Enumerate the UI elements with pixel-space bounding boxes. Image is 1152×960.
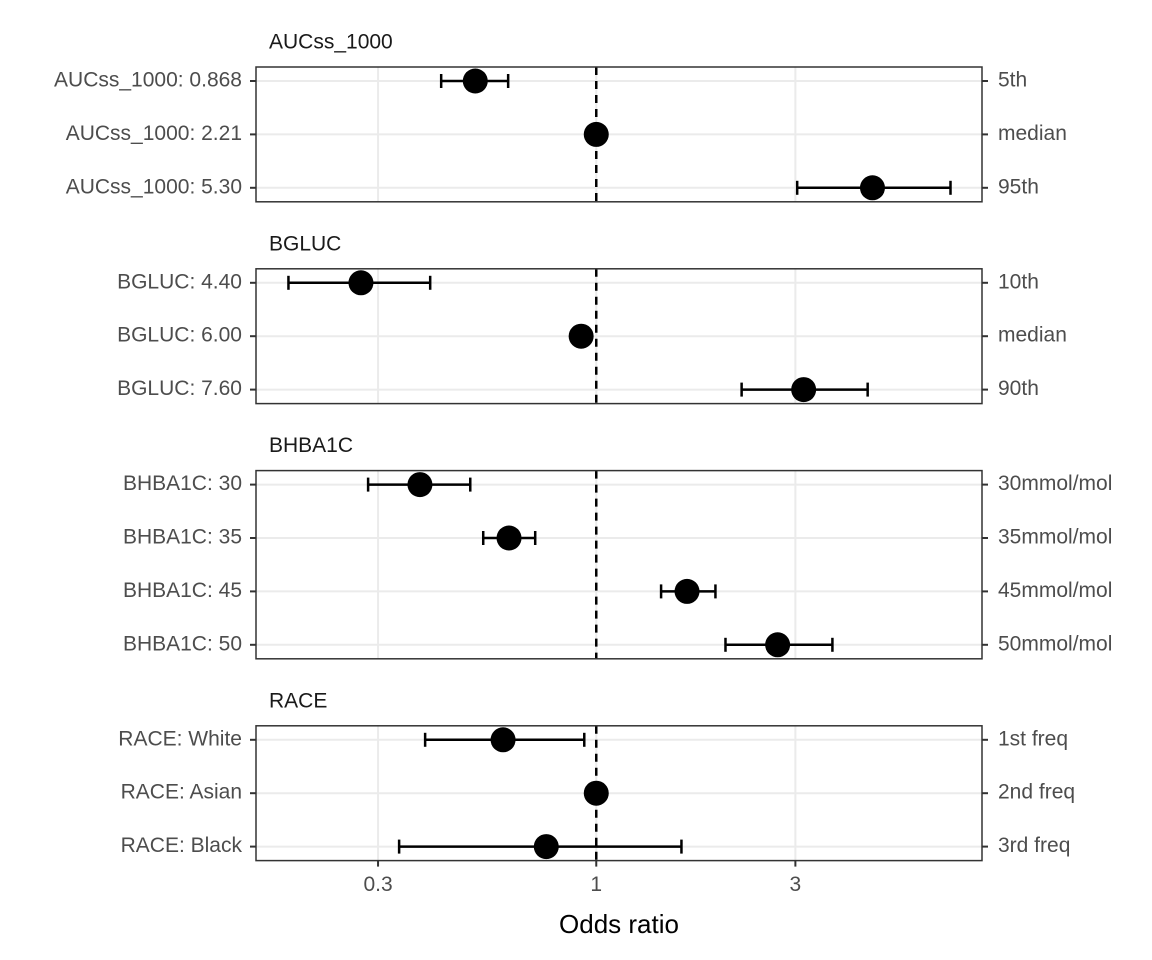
point <box>674 578 700 604</box>
y-tick-label: AUCss_1000: 5.30 <box>66 175 242 198</box>
strip-title: BGLUC <box>269 232 341 255</box>
y-tick-label: AUCss_1000: 0.868 <box>54 69 242 92</box>
y2-tick-label: 30mmol/mol <box>998 472 1112 495</box>
y2-tick-label: 35mmol/mol <box>998 526 1112 549</box>
y2-tick-label: 50mmol/mol <box>998 632 1112 655</box>
x-tick-label: 0.3 <box>363 873 392 896</box>
panel-border <box>255 66 983 203</box>
y-tick-label: BHBA1C: 30 <box>123 472 242 495</box>
y2-tick-label: 95th <box>998 175 1039 198</box>
y-tick-label: BHBA1C: 35 <box>123 526 242 549</box>
y2-tick-label: 45mmol/mol <box>998 579 1112 602</box>
y2-tick-label: 10th <box>998 270 1039 293</box>
point <box>583 780 609 806</box>
y2-tick-label: 2nd freq <box>998 781 1075 804</box>
strip-title: BHBA1C <box>269 434 353 457</box>
point <box>859 175 885 201</box>
panel-background <box>256 470 982 659</box>
y2-tick-label: 3rd freq <box>998 834 1070 857</box>
y-tick-label: BGLUC: 7.60 <box>117 377 242 400</box>
x-axis-title: Odds ratio <box>559 909 679 939</box>
point <box>348 270 374 296</box>
point <box>496 525 522 551</box>
y-tick-label: BGLUC: 4.40 <box>117 270 242 293</box>
point <box>462 68 488 94</box>
y-tick-label: BGLUC: 6.00 <box>117 324 242 347</box>
strip-title: AUCss_1000 <box>269 31 393 54</box>
y-tick-label: RACE: Black <box>121 834 243 857</box>
y-tick-label: RACE: White <box>118 727 242 750</box>
y-tick-label: AUCss_1000: 2.21 <box>66 122 242 145</box>
y2-tick-label: 5th <box>998 69 1027 92</box>
point <box>533 834 559 860</box>
y-tick-label: RACE: Asian <box>121 781 242 804</box>
point <box>765 632 791 658</box>
panel-border <box>255 725 983 862</box>
point <box>791 377 817 403</box>
y2-tick-label: 90th <box>998 377 1039 400</box>
y2-tick-label: 1st freq <box>998 727 1068 750</box>
panel-border <box>255 469 983 660</box>
point <box>490 727 516 753</box>
x-tick-label: 1 <box>590 873 602 896</box>
y-tick-label: BHBA1C: 50 <box>123 632 242 655</box>
point <box>583 121 609 147</box>
panel-border <box>255 268 983 405</box>
strip-title: RACE <box>269 689 327 712</box>
y2-tick-label: median <box>998 324 1067 347</box>
x-tick-label: 3 <box>790 873 802 896</box>
y2-tick-label: median <box>998 122 1067 145</box>
y-tick-label: BHBA1C: 45 <box>123 579 242 602</box>
point <box>568 323 594 349</box>
point <box>407 472 433 498</box>
